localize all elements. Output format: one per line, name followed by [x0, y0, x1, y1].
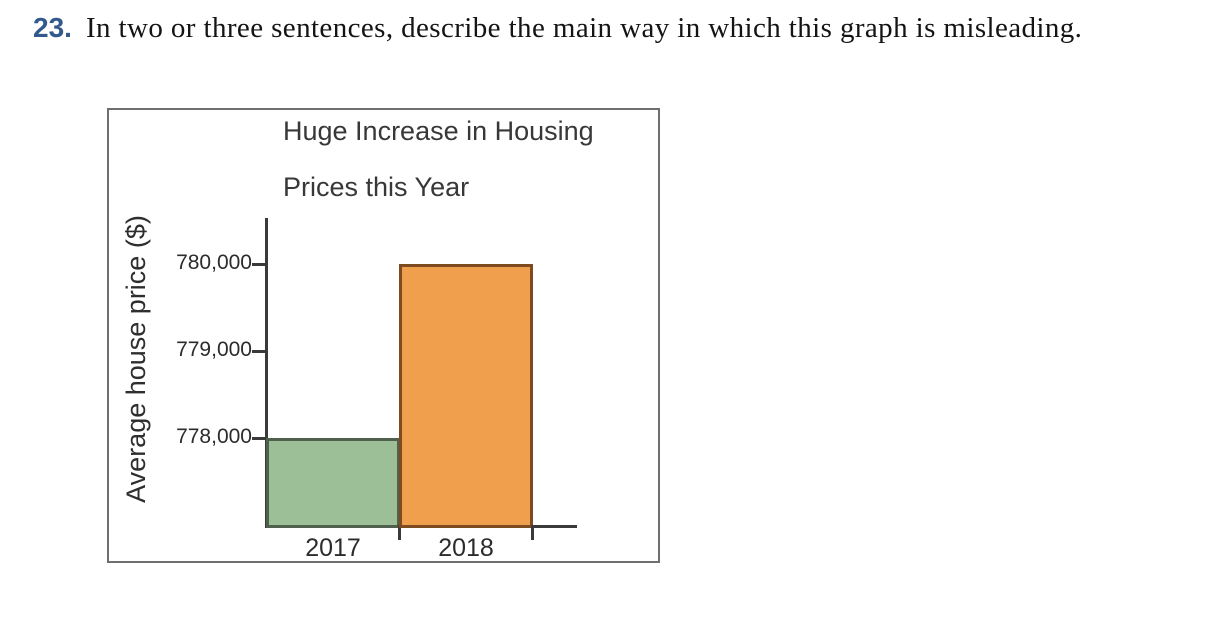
chart-panel: Huge Increase in Housing Prices this Yea…: [107, 108, 660, 563]
y-tick-mark: [252, 350, 265, 353]
x-tick-mark: [398, 525, 401, 540]
x-tick-label: 2018: [438, 534, 494, 562]
bar-2017: [266, 438, 400, 528]
x-tick-label: 2017: [305, 534, 361, 562]
question-row: 23. In two or three sentences, describe …: [33, 12, 1224, 45]
question-text: In two or three sentences, describe the …: [85, 12, 1083, 44]
y-tick-mark: [252, 437, 265, 440]
y-tick-label: 780,000: [176, 251, 252, 274]
x-tick-mark: [531, 525, 534, 540]
y-tick-label: 779,000: [176, 338, 252, 361]
y-axis-line: [265, 218, 268, 528]
y-tick-mark: [252, 263, 265, 266]
chart-title-line-1: Huge Increase in Housing: [283, 116, 594, 146]
bar-2018: [399, 264, 533, 528]
y-tick-label: 778,000: [176, 425, 252, 448]
plot-area: 780,000 779,000 778,000 2017 2018: [109, 110, 658, 562]
chart-title-line-2: Prices this Year: [283, 172, 470, 202]
question-number: 23.: [33, 12, 72, 43]
